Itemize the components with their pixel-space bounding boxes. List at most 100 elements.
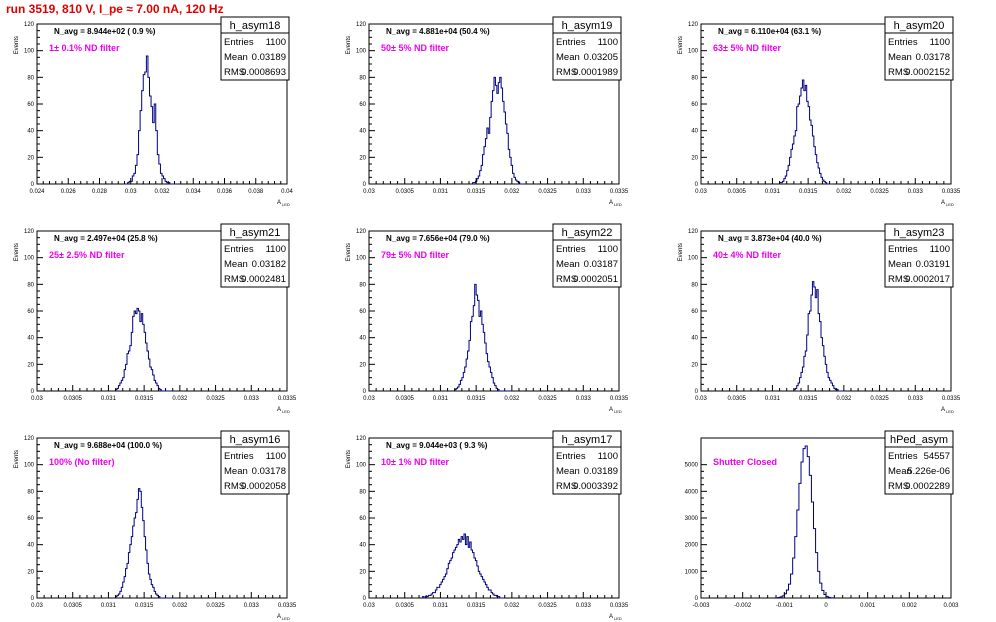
y-tick-label: 20: [27, 155, 34, 161]
stats-key: RMS: [888, 481, 909, 492]
y-tick-label: 40: [359, 543, 366, 549]
x-tick-label: 0.0325: [538, 603, 557, 609]
y-tick-label: 20: [27, 569, 34, 575]
y-tick-label: 0: [695, 182, 699, 188]
y-tick-label: 60: [27, 309, 34, 315]
y-tick-label: 80: [27, 489, 34, 495]
x-tick-label: 0.032: [836, 189, 852, 195]
stats-value: 1100: [598, 37, 618, 48]
y-tick-label: 120: [24, 22, 35, 28]
x-tick-label: 0.0325: [870, 189, 889, 195]
x-tick-label: 0.03: [125, 189, 137, 195]
stats-box: [552, 223, 622, 288]
y-tick-label: 40: [691, 129, 698, 135]
y-tick-label: 0: [363, 389, 367, 395]
stats-box: [220, 430, 290, 495]
x-tick-label: 0.031: [765, 189, 781, 195]
stats-key: Mean: [556, 52, 580, 63]
x-tick-label: 0.003: [943, 603, 959, 609]
y-tick-label: 120: [688, 229, 699, 235]
y-tick-label: 100: [688, 49, 699, 55]
x-tick-label: 0.0305: [64, 396, 83, 402]
stats-key: Entries: [224, 244, 254, 255]
x-tick-label: 0.0315: [467, 603, 486, 609]
y-tick-label: 80: [359, 282, 366, 288]
histogram-name: h_asym16: [230, 434, 281, 446]
stats-value: 0.03205: [584, 52, 618, 63]
stats-key: RMS: [224, 481, 245, 492]
histogram-line: [779, 79, 833, 185]
y-tick-label: 120: [688, 22, 699, 28]
x-tick-label: -0.003: [692, 603, 710, 609]
y-tick-label: 40: [359, 336, 366, 342]
x-tick-label: 0.03: [363, 396, 375, 402]
navg-label: N_avg = 3.873e+04 (40.0 %): [718, 234, 822, 243]
y-tick-label: 0: [31, 596, 35, 602]
x-tick-label: 0.0315: [135, 603, 154, 609]
histogram-panel-hPed_asym: -0.003 -0.002 -0.001 0 0.001 0.002 0.003 0 1000 2…: [685, 430, 959, 609]
histogram-panel-h_asym17: 0.03 0.0305 0.031 0.0315 0.032 0.0325 0.033 0.0…: [346, 430, 629, 621]
x-tick-label: 0.03: [695, 189, 707, 195]
histogram-panel-h_asym23: 0.03 0.0305 0.031 0.0315 0.032 0.0325 0.033 0.0…: [678, 223, 961, 414]
histogram-name: h_asym20: [894, 20, 945, 32]
y-tick-label: 40: [27, 543, 34, 549]
stats-key: Mean: [888, 259, 912, 270]
x-tick-label: 0.03: [31, 396, 43, 402]
x-tick-label: 0.0315: [467, 396, 486, 402]
x-tick-label: -0.002: [734, 603, 752, 609]
filter-label: 25± 2.5% ND filter: [49, 250, 125, 260]
x-tick-label: 0.033: [244, 603, 260, 609]
y-tick-label: 0: [695, 389, 699, 395]
x-tick-label: 0.03: [31, 603, 43, 609]
stats-value: 1100: [266, 244, 286, 255]
stats-key: Entries: [556, 37, 586, 48]
navg-label: N_avg = 9.688e+04 (100.0 %): [54, 441, 162, 450]
x-tick-label: 0.0315: [799, 396, 818, 402]
x-tick-label: 0.0305: [396, 189, 415, 195]
filter-label: 79± 5% ND filter: [381, 250, 449, 260]
x-tick-label: 0.0335: [278, 603, 297, 609]
stats-key: RMS: [224, 67, 245, 78]
histogram-line: [115, 488, 173, 599]
y-tick-label: 120: [356, 22, 367, 28]
stats-value: 0.03182: [252, 259, 286, 270]
stats-key: RMS: [556, 274, 577, 285]
x-tick-label: 0.002: [902, 603, 918, 609]
x-tick-label: -0.001: [776, 603, 794, 609]
x-tick-label: 0.0325: [870, 396, 889, 402]
y-tick-label: 60: [27, 516, 34, 522]
y-tick-label: 60: [691, 102, 698, 108]
x-tick-label: 0.0315: [799, 189, 818, 195]
x-tick-label: 0.0335: [610, 189, 629, 195]
x-tick-label: 0.0315: [135, 396, 154, 402]
stats-value: 0.0002051: [573, 274, 618, 285]
x-tick-label: 0.031: [433, 603, 449, 609]
y-axis-label: Events: [14, 36, 20, 54]
x-tick-label: 0.0335: [278, 396, 297, 402]
stats-key: Mean: [888, 466, 912, 477]
stats-value: 0.0002481: [241, 274, 286, 285]
x-tick-label: 0.026: [61, 189, 77, 195]
x-tick-label: 0.024: [29, 189, 45, 195]
x-tick-label: 0.032: [504, 396, 520, 402]
x-tick-label: 0.0305: [728, 396, 747, 402]
stats-value: 5.226e-06: [907, 466, 950, 477]
y-tick-label: 100: [356, 463, 367, 469]
filter-label: 50± 5% ND filter: [381, 43, 449, 53]
stats-key: Entries: [888, 244, 918, 255]
filter-label: 63± 5% ND filter: [713, 43, 781, 53]
stats-key: Mean: [224, 52, 248, 63]
stats-box: [884, 223, 954, 288]
histogram-name: h_asym19: [562, 20, 613, 32]
y-tick-label: 5000: [685, 463, 699, 469]
y-tick-label: 80: [691, 282, 698, 288]
stats-key: Mean: [224, 259, 248, 270]
x-tick-label: 0.001: [860, 603, 876, 609]
stats-key: Mean: [224, 466, 248, 477]
stats-value: 1100: [598, 451, 618, 462]
x-tick-label: 0.032: [154, 189, 170, 195]
stats-value: 0.0002152: [905, 67, 950, 78]
histogram-name: h_asym23: [894, 227, 945, 239]
x-tick-label: 0.03: [695, 396, 707, 402]
histogram-name: hPed_asym: [890, 434, 948, 446]
